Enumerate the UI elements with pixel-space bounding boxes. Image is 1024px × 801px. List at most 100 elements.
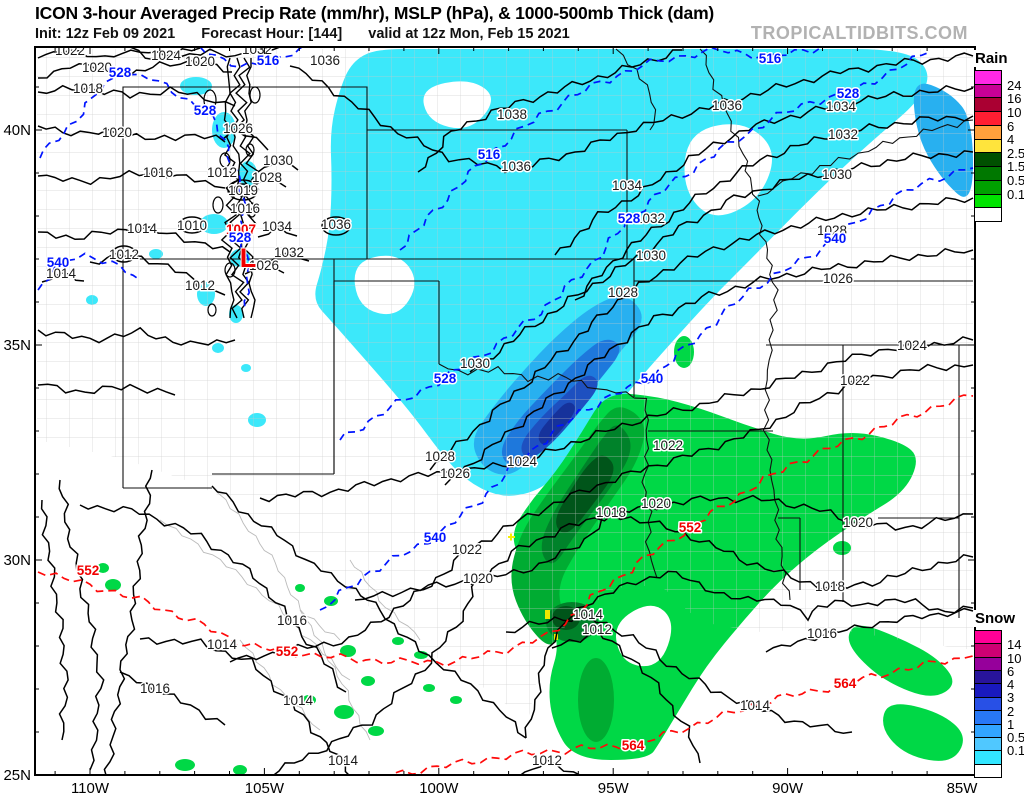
lat-axis-label: 30N [3, 552, 31, 569]
mslp-contour-label: 1028 [425, 449, 455, 464]
mslp-contour-label: 1016 [140, 681, 170, 696]
mslp-contour-label: 1032 [274, 245, 304, 260]
colorbar-swatch [975, 656, 1001, 671]
mslp-contour-label: 1020 [843, 515, 873, 530]
thickness-contour-label: 552 [77, 563, 100, 578]
mslp-contour-label: 1026 [223, 121, 253, 136]
mslp-contour-label: 1020 [463, 571, 493, 586]
low-marker: L [240, 243, 257, 273]
mslp-contour-label: 1014 [740, 698, 771, 713]
thickness-contour-label: 552 [276, 644, 299, 659]
colorbar-swatch [975, 152, 1001, 167]
colorbar-swatch [975, 736, 1001, 751]
colorbar-swatch [975, 631, 1001, 644]
mslp-contour-label: 1014 [207, 637, 238, 652]
lat-axis-label: 35N [3, 337, 31, 354]
thickness-contour-label: 528 [229, 230, 252, 245]
colorbar-swatch [975, 750, 1001, 764]
mslp-contour-label: 1020 [185, 54, 215, 69]
colorbar-scale-label: 4 [1007, 132, 1015, 148]
thickness-contour-label: 516 [759, 51, 782, 66]
colorbar-scale-label: 2 [1007, 703, 1015, 719]
colorbar-scale-label: 14 [1007, 637, 1022, 653]
colorbar-swatch [975, 111, 1001, 125]
colorbar-scale-label: 1.5 [1007, 159, 1024, 175]
mslp-contour-label: 1012 [109, 247, 139, 262]
mslp-contour-label: 1019 [228, 183, 258, 198]
colorbar-swatch [975, 179, 1001, 194]
mslp-contour-label: 1032 [828, 127, 858, 142]
mslp-contour-label: 1020 [641, 496, 671, 511]
thickness-contour-label: 528 [837, 86, 860, 101]
page-title: ICON 3-hour Averaged Precip Rate (mm/hr)… [35, 3, 715, 23]
thickness-contour-label: 528 [434, 371, 457, 386]
lon-axis-label: 90W [772, 780, 804, 797]
mslp-contour-label: 1016 [230, 201, 260, 216]
low-pressure-value: 1007 [226, 222, 256, 237]
rain-colorbar-scale: 24 16 10 6 4 2.5 1.5 0.5 0.1 [974, 70, 1024, 222]
colorbar-scale-label: 1 [1007, 716, 1015, 732]
thickness-contour-label: 540 [424, 530, 447, 545]
lon-axis-label: 110W [71, 780, 110, 797]
colorbar-swatch [975, 138, 1001, 153]
mslp-contour-label: 1024 [151, 48, 182, 63]
colorbar-swatch [975, 97, 1001, 112]
site-watermark: TROPICALTIDBITS.COM [750, 23, 968, 43]
mslp-contour-label: 1034 [262, 219, 293, 234]
thickness-contour-label: 540 [641, 371, 664, 386]
colorbar-swatch [975, 83, 1001, 98]
colorbar-swatch [975, 71, 1001, 84]
mslp-contour-label: 1036 [712, 98, 742, 113]
model-run-info: Init: 12z Feb 09 2021 Forecast Hour: [14… [35, 26, 570, 42]
colorbar-scale-label: 10 [1007, 104, 1022, 120]
colorbar-scale-label: 10 [1007, 650, 1022, 666]
colorbar-scale-label: 0.5 [1007, 173, 1024, 189]
thickness-contour-label: 552 [679, 520, 702, 535]
mslp-contour-label: 1012 [532, 753, 562, 768]
mslp-contour-label: 1016 [277, 613, 307, 628]
mslp-contour-label: 1012 [185, 278, 215, 293]
colorbar-scale-label: 0.1 [1007, 743, 1024, 759]
mslp-contour-label: 1026 [440, 466, 470, 481]
colorbar-swatch [975, 763, 1001, 777]
init-label: Init: 12z Feb 09 2021 [35, 26, 176, 42]
mslp-contour-label: 1030 [822, 167, 852, 182]
colorbar-scale-label: 2.5 [1007, 145, 1024, 161]
lat-axis-label: 25N [3, 767, 31, 784]
colorbar-swatch [975, 696, 1001, 711]
mslp-contour-label: 1014 [127, 221, 158, 236]
colorbar-swatch [975, 207, 1001, 222]
thickness-contour-label: 564 [622, 738, 645, 753]
colorbar-swatch [975, 683, 1001, 697]
mslp-contour-label: 1024 [507, 454, 538, 469]
mslp-contour-label: 1014 [283, 693, 314, 708]
colorbar-swatch [975, 124, 1001, 139]
mslp-contour-label: 1024 [897, 338, 928, 353]
mslp-contour-label: 1028 [817, 223, 847, 238]
mslp-contour-label: 1014 [573, 607, 604, 622]
mslp-contour-label: 1034 [826, 99, 857, 114]
snow-colorbar-title: Snow [974, 610, 1016, 627]
mslp-contour-label: 1020 [82, 60, 112, 75]
colorbar-scale-label: 6 [1007, 663, 1015, 679]
rain-colorbar-title: Rain [974, 50, 1009, 67]
mslp-contour-label: 1012 [207, 165, 237, 180]
mslp-contour-label: 1022 [452, 542, 482, 557]
colorbar-swatch [975, 723, 1001, 737]
colorbar-scale-label: 0.5 [1007, 730, 1024, 746]
thickness-contour-label: 516 [478, 147, 501, 162]
thickness-contour-label: 516 [257, 53, 280, 68]
mslp-contour-label: 1012 [582, 622, 612, 637]
mslp-contour-label: 1022 [653, 438, 683, 453]
mslp-contour-label: 1030 [460, 356, 490, 371]
rain-colorbar: Rain 24 16 10 6 4 2.5 1.5 0.5 0.1 [974, 50, 1024, 222]
mslp-contour-label: 1018 [73, 81, 103, 96]
valid-label: valid at 12z Mon, Feb 15 2021 [368, 26, 570, 42]
thickness-contour-label: 528 [618, 211, 641, 226]
mslp-contour-label: 1016 [807, 626, 837, 641]
colorbar-scale-label: 0.1 [1007, 186, 1024, 202]
forecast-hour-label: Forecast Hour: [144] [201, 26, 343, 42]
